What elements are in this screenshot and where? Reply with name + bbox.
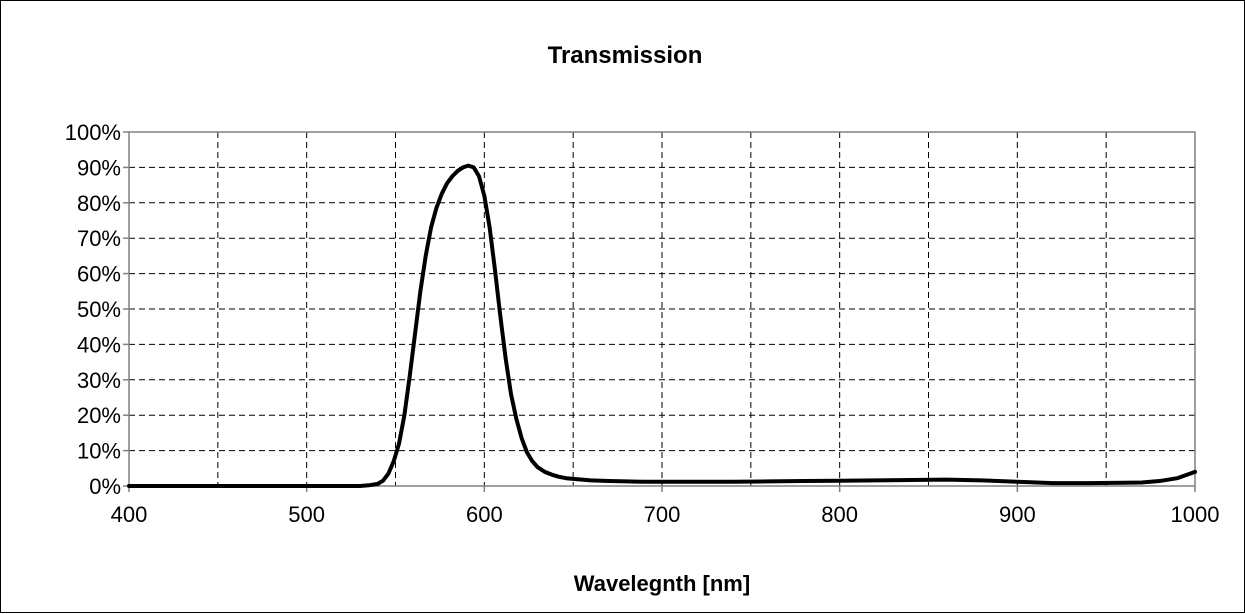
y-tick-label: 40% bbox=[77, 332, 121, 357]
y-tick-label: 50% bbox=[77, 297, 121, 322]
y-tick-label: 100% bbox=[65, 120, 121, 145]
y-tick-label: 10% bbox=[77, 439, 121, 464]
x-tick-label: 600 bbox=[466, 502, 503, 527]
chart-title: Transmission bbox=[548, 42, 703, 69]
grid-lines bbox=[129, 132, 1195, 486]
series-layer bbox=[127, 163, 1197, 488]
y-tick-label: 80% bbox=[77, 191, 121, 216]
y-tick-label: 0% bbox=[89, 474, 121, 499]
y-tick-label: 60% bbox=[77, 262, 121, 287]
x-tick-label: 1000 bbox=[1171, 502, 1220, 527]
x-tick-label: 700 bbox=[644, 502, 681, 527]
x-tick-label: 800 bbox=[821, 502, 858, 527]
y-axis-ticks: 0% 10% 20% 30% 40% 50% 60% 70% 80% 90% 100% bbox=[65, 120, 129, 499]
x-tick-label: 900 bbox=[999, 502, 1036, 527]
x-axis-label: Wavelegnth [nm] bbox=[574, 571, 750, 596]
x-axis-ticks: 400 500 600 700 800 900 1000 bbox=[111, 486, 1220, 527]
x-tick-label: 500 bbox=[288, 502, 325, 527]
y-tick-label: 90% bbox=[77, 155, 121, 180]
y-tick-label: 70% bbox=[77, 226, 121, 251]
transmission-series-line bbox=[127, 163, 1197, 488]
y-tick-label: 20% bbox=[77, 403, 121, 428]
y-tick-label: 30% bbox=[77, 368, 121, 393]
x-tick-label: 400 bbox=[111, 502, 148, 527]
